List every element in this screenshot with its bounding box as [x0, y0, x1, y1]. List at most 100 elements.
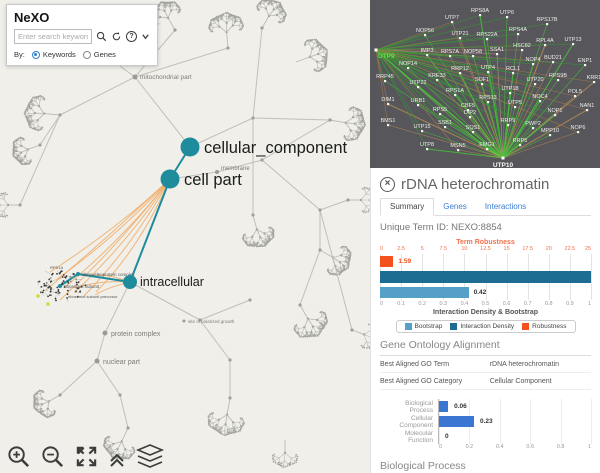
gene-label-UTP21[interactable]: UTP21 — [451, 31, 468, 37]
gene-label-DIM1[interactable]: DIM1 — [381, 97, 394, 103]
gene-node-PWP2[interactable] — [532, 127, 535, 130]
gene-label-RPS5[interactable]: RPS5 — [433, 107, 447, 113]
gene-label-RCL1[interactable]: RCL1 — [506, 66, 520, 72]
fit-screen-icon[interactable] — [74, 444, 99, 469]
ontology-network-svg[interactable]: RPS1A ribonucleoprotein complex ribosomal … — [0, 0, 370, 473]
gene-node-CBF5[interactable] — [467, 109, 470, 112]
gene-node-NOP58[interactable] — [472, 55, 475, 58]
gene-node-UTP4[interactable] — [487, 71, 490, 74]
radio-genes[interactable] — [82, 50, 91, 59]
gene-node-UTP5[interactable] — [514, 106, 517, 109]
gene-node-RPS5[interactable] — [439, 113, 442, 116]
gene-label-RRP12[interactable]: RRP12 — [451, 66, 469, 72]
legend-item-interaction-density[interactable]: Interaction Density — [450, 323, 514, 330]
gene-node-RRP45[interactable] — [384, 80, 387, 83]
legend-item-robustness[interactable]: Robustness — [522, 323, 567, 330]
gene-node-RPS22A[interactable] — [486, 38, 489, 41]
gene-label-MSN5[interactable]: MSN5 — [450, 143, 465, 149]
gene-label-RRP5[interactable]: RRP5 — [513, 138, 528, 144]
gene-node-IMP3[interactable] — [426, 54, 429, 57]
gene-node-RPS8A[interactable] — [479, 14, 482, 17]
help-icon[interactable]: ? — [126, 31, 137, 42]
gene-node-KRE33[interactable] — [436, 79, 439, 82]
gene-node-KRR1[interactable] — [593, 81, 596, 84]
gene-node-POL5[interactable] — [574, 95, 577, 98]
ontology-label-cell-part[interactable]: cell part — [184, 171, 242, 189]
gene-node-UTP8[interactable] — [426, 148, 429, 151]
gene-node-NOP6[interactable] — [577, 131, 580, 134]
gene-label-BMS1[interactable]: BMS1 — [381, 118, 396, 124]
gene-label-NOP1[interactable]: NOP1 — [548, 108, 563, 114]
gene-node-RPS7A[interactable] — [449, 55, 452, 58]
ontology-node-site-of-polarized-growth[interactable] — [182, 319, 186, 323]
gene-label-UTP15[interactable]: UTP15 — [413, 124, 430, 130]
gene-label-RPS9B[interactable]: RPS9B — [549, 73, 567, 79]
radio-keywords-label[interactable]: Keywords — [42, 50, 76, 59]
layers-icon[interactable] — [135, 443, 165, 469]
zoom-in-icon[interactable] — [6, 444, 31, 469]
gene-label-NOP56[interactable]: NOP56 — [416, 28, 434, 34]
gene-label-UTP22[interactable]: UTP22 — [409, 80, 426, 86]
gene-label-EMG1[interactable]: EMG1 — [479, 142, 495, 148]
gene-node-NOP4[interactable] — [532, 63, 535, 66]
gene-label-MPP10[interactable]: MPP10 — [541, 128, 559, 134]
gene-label-UTP18[interactable]: UTP18 — [501, 86, 518, 92]
ontology-label-cellular-component[interactable]: cellular_component — [204, 139, 348, 157]
radio-genes-label[interactable]: Genes — [93, 50, 116, 59]
gene-node-MPP10[interactable] — [549, 134, 552, 137]
gene-node-NOP56[interactable] — [424, 34, 427, 37]
gene-node-EMG1[interactable] — [486, 148, 489, 151]
gene-label-SSA1[interactable]: SSA1 — [490, 47, 504, 53]
gene-label-RPS17B[interactable]: RPS17B — [536, 17, 557, 23]
gene-node-NOC4[interactable] — [539, 100, 542, 103]
gene-label-UTP20[interactable]: UTP20 — [526, 77, 543, 83]
close-icon[interactable]: × — [380, 177, 395, 192]
gene-label-NOP14[interactable]: NOP14 — [399, 61, 417, 67]
ontology-node-intracellular[interactable] — [123, 275, 137, 289]
gene-node-RCL1[interactable] — [512, 72, 515, 75]
gene-label-RPS1A[interactable]: RPS1A — [446, 88, 464, 94]
ontology-node-mitochondrial-part[interactable] — [132, 74, 138, 80]
gene-node-NOP1[interactable] — [554, 114, 557, 117]
gene-node-RPS1A[interactable] — [454, 94, 457, 97]
gene-hub-node-UTP9[interactable] — [374, 48, 378, 52]
gene-label-SSB1[interactable]: SSB1 — [438, 120, 452, 126]
gene-label-NOP4[interactable]: NOP4 — [526, 57, 541, 63]
gene-hub-node-UTP10[interactable] — [501, 156, 505, 160]
collapse-icon[interactable] — [141, 32, 150, 41]
gene-node-UTP13[interactable] — [572, 43, 575, 46]
gene-node-RRP9[interactable] — [507, 124, 510, 127]
zoom-out-icon[interactable] — [40, 444, 65, 469]
gene-hub-label-UTP9[interactable]: UTP9 — [378, 53, 395, 60]
legend-item-bootstrap[interactable]: Bootstrap — [404, 323, 442, 330]
gene-node-BUD21[interactable] — [552, 61, 555, 64]
gene-node-UTP7[interactable] — [451, 21, 454, 24]
gene-network-panel[interactable]: RPS8A UTP7 UTP6 RPS17B NOP56 UTP21 RPS22A RPS4A… — [370, 0, 600, 168]
gene-label-KRE33[interactable]: KRE33 — [428, 73, 445, 79]
gene-label-UTP13[interactable]: UTP13 — [564, 37, 581, 43]
gene-node-RPS4A[interactable] — [517, 33, 520, 36]
gene-label-UTP7[interactable]: UTP7 — [445, 15, 459, 21]
search-icon[interactable] — [96, 31, 107, 42]
gene-label-SQS1[interactable]: SQS1 — [466, 125, 481, 131]
gene-node-SSA1[interactable] — [496, 53, 499, 56]
gene-node-NOP14[interactable] — [407, 67, 410, 70]
gene-label-DIP2[interactable]: DIP2 — [464, 110, 476, 116]
refresh-icon[interactable] — [111, 31, 122, 42]
gene-node-DIP2[interactable] — [469, 116, 472, 119]
gene-label-IMP3[interactable]: IMP3 — [421, 48, 434, 54]
gene-label-POL5[interactable]: POL5 — [568, 89, 582, 95]
gene-label-RPS8A[interactable]: RPS8A — [471, 8, 489, 14]
gene-node-RPS13[interactable] — [487, 101, 490, 104]
tab-interactions[interactable]: Interactions — [484, 202, 527, 211]
radio-keywords[interactable] — [31, 50, 40, 59]
gene-node-RRP5[interactable] — [519, 144, 522, 147]
gene-node-BMS1[interactable] — [387, 124, 390, 127]
gene-node-ENP1[interactable] — [584, 64, 587, 67]
gene-node-SQS1[interactable] — [472, 131, 475, 134]
gene-label-KRR1[interactable]: KRR1 — [587, 75, 600, 81]
gene-label-UTP6[interactable]: UTP6 — [500, 10, 514, 16]
gene-label-RRP9[interactable]: RRP9 — [501, 118, 516, 124]
gene-label-RRP45[interactable]: RRP45 — [376, 74, 394, 80]
gene-node-UTP18[interactable] — [509, 92, 512, 95]
